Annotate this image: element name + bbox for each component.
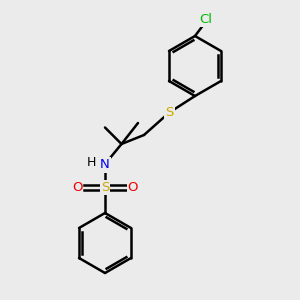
Text: O: O bbox=[72, 181, 83, 194]
Text: S: S bbox=[101, 181, 109, 194]
Text: N: N bbox=[100, 158, 110, 172]
Text: Cl: Cl bbox=[199, 13, 212, 26]
Text: O: O bbox=[128, 181, 138, 194]
Text: S: S bbox=[165, 106, 174, 119]
Text: H: H bbox=[87, 155, 96, 169]
